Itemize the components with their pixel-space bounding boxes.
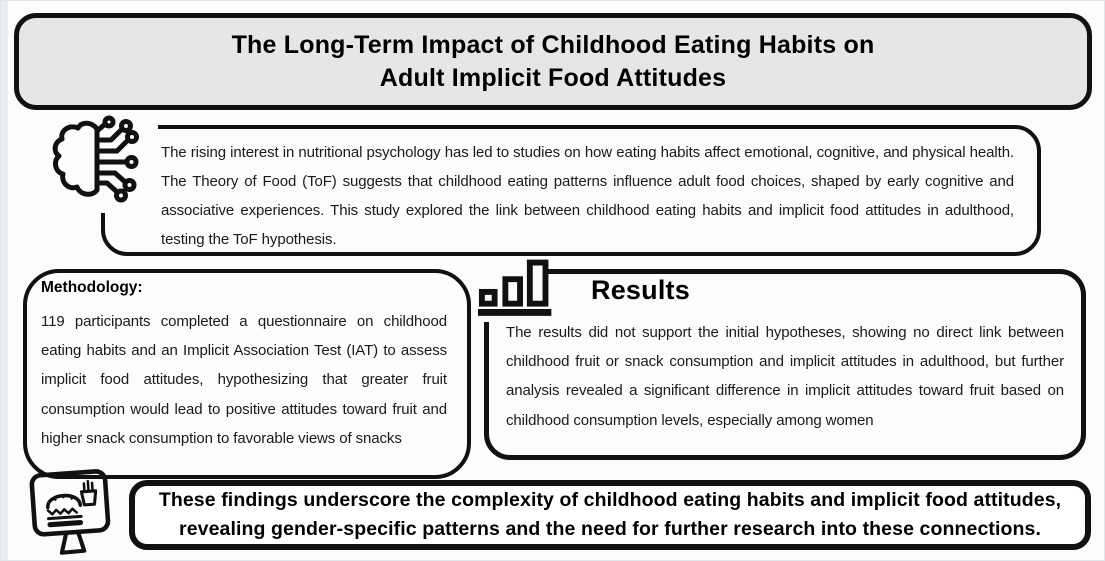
intro-box [101, 125, 1041, 256]
conclusion-line-1: These findings underscore the complexity… [158, 489, 1062, 511]
brain-circuit-icon-svg [52, 115, 139, 203]
bar-chart-icon [477, 258, 552, 322]
bar-chart-icon-svg [477, 259, 552, 316]
burger-sign-icon [17, 465, 123, 559]
results-box [484, 269, 1086, 460]
page-edge-strip [1, 1, 8, 560]
intro-text: The rising interest in nutritional psych… [161, 144, 1014, 248]
conclusion-box: These findings underscore the complexity… [129, 480, 1091, 550]
burger-sign-icon-svg [29, 469, 111, 555]
conclusion-line-2: revealing gender-specific patterns and t… [179, 518, 1041, 540]
page-title-line-2: Adult Implicit Food Attitudes [379, 63, 727, 92]
methodology-text: 119 participants completed a questionnai… [41, 313, 447, 447]
methodology-box [23, 269, 471, 479]
results-heading: Results [591, 275, 690, 305]
title-box: The Long-Term Impact of Childhood Eating… [14, 13, 1092, 110]
brain-circuit-icon [51, 115, 158, 213]
page-title-line-1: The Long-Term Impact of Childhood Eating… [231, 30, 875, 59]
results-text: The results did not support the initial … [506, 324, 1064, 429]
methodology-heading: Methodology: [41, 279, 143, 296]
